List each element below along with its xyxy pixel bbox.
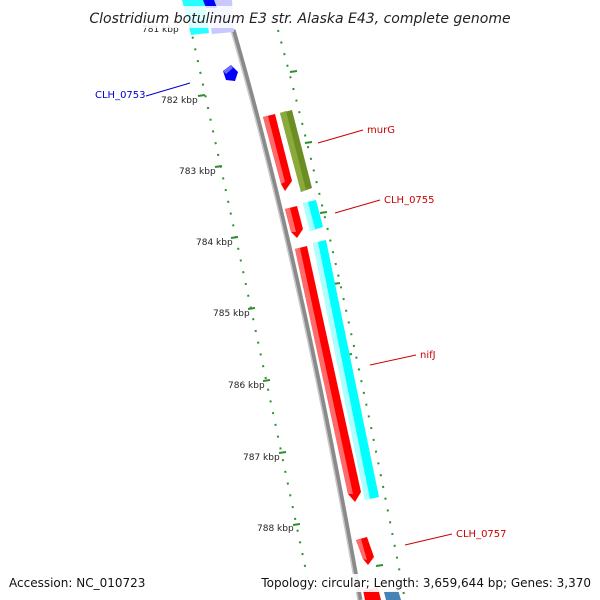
tick-label-784: 784 kbp bbox=[196, 238, 233, 248]
tick-label-788: 788 kbp bbox=[257, 524, 294, 534]
inner-major-ticks bbox=[193, 25, 301, 526]
tick-label-787: 787 kbp bbox=[243, 453, 280, 463]
gene-label-CLH_0757[interactable]: CLH_0757 bbox=[456, 529, 507, 540]
map-title: Clostridium botulinum E3 str. Alaska E43… bbox=[89, 11, 510, 27]
tick-label-785: 785 kbp bbox=[213, 309, 250, 319]
genome-backbone bbox=[230, 29, 363, 600]
tick-label-783: 783 kbp bbox=[179, 167, 216, 177]
label-leaders bbox=[145, 82, 453, 546]
accession-text: Accession: NC_010723 bbox=[9, 576, 145, 590]
tick-label-782: 782 kbp bbox=[161, 96, 198, 106]
tick-label-781: 781 kbp bbox=[142, 25, 179, 35]
inner-tick-ring bbox=[189, 24, 313, 600]
outer-tick-ring bbox=[277, 29, 406, 600]
gene-label-CLH_0753[interactable]: CLH_0753 bbox=[95, 90, 146, 101]
gene-label-CLH_0755[interactable]: CLH_0755 bbox=[384, 195, 435, 206]
gene-label-nifJ[interactable]: nifJ bbox=[420, 350, 436, 361]
tick-label-786: 786 kbp bbox=[228, 381, 265, 391]
topology-text: Topology: circular; Length: 3,659,644 bp… bbox=[260, 576, 591, 590]
gene-bottom-blue[interactable] bbox=[384, 590, 401, 600]
gene-label-murG[interactable]: murG bbox=[367, 125, 395, 136]
